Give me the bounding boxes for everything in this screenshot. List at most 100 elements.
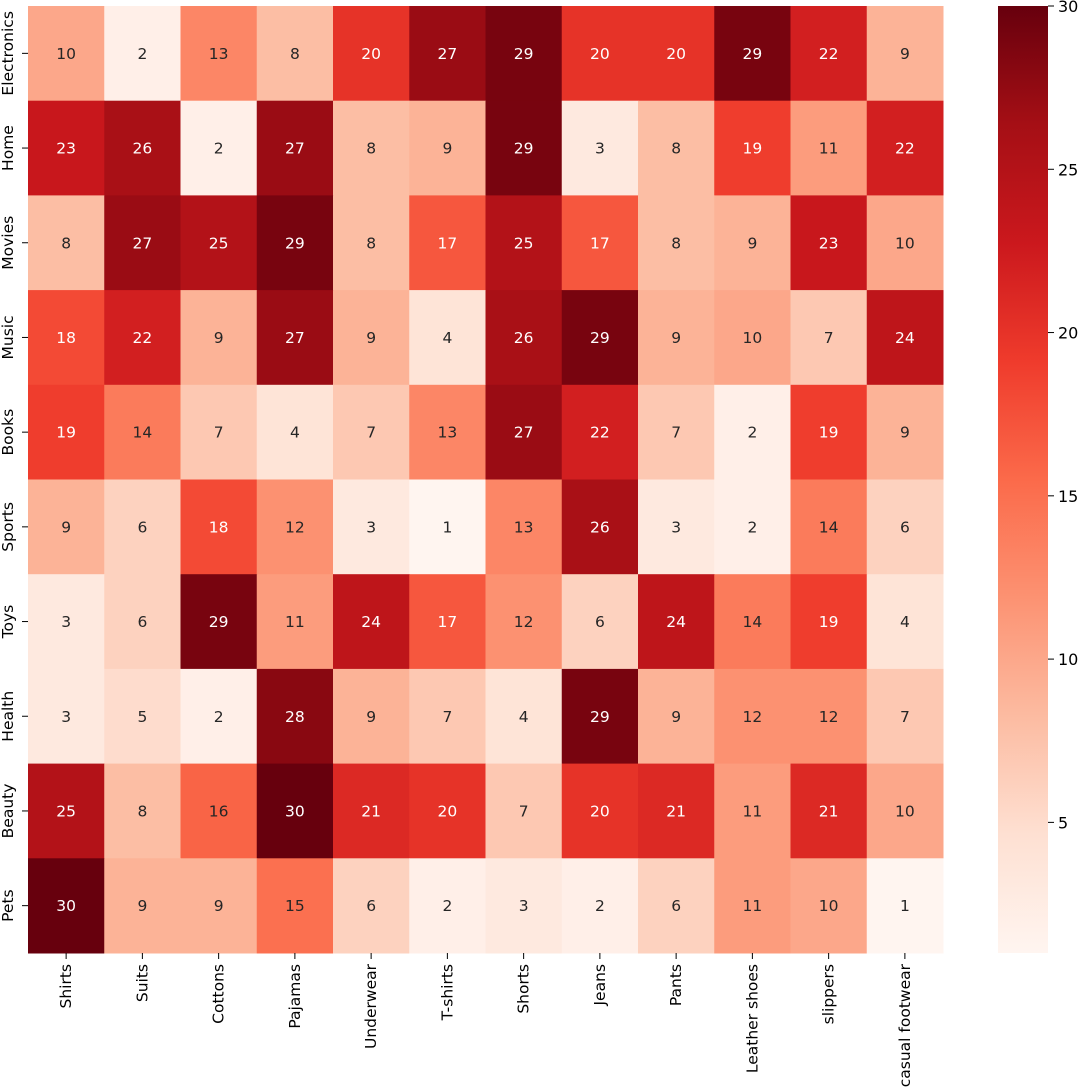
heatmap-cell — [561, 100, 639, 196]
heatmap-cell — [104, 6, 181, 102]
heatmap-cell — [104, 100, 181, 196]
cell-value-label: 17 — [438, 613, 458, 631]
cell-value-label: 8 — [61, 234, 71, 252]
y-tick-label: Books — [0, 409, 17, 456]
cell-value-label: 27 — [285, 329, 305, 347]
cell-value-label: 5 — [137, 708, 147, 726]
heatmap-cell — [333, 384, 410, 480]
heatmap-cell — [485, 858, 563, 954]
cell-value-label: 2 — [747, 424, 757, 442]
heatmap-cell — [790, 763, 868, 859]
heatmap-cell — [104, 479, 181, 575]
heatmap-cell — [28, 195, 105, 291]
heatmap-cell — [485, 763, 563, 859]
heatmap-cell — [333, 290, 410, 386]
x-tick-label: Shorts — [515, 964, 533, 1014]
cell-value-label: 3 — [671, 518, 681, 536]
cell-value-label: 25 — [209, 234, 229, 252]
heatmap-cell — [180, 574, 258, 670]
cell-value-label: 2 — [137, 45, 147, 63]
cell-value-label: 8 — [671, 140, 681, 158]
colorbar-ticks: 5 10 15 20 25 30 — [1048, 0, 1078, 832]
heatmap-cell — [561, 195, 639, 291]
heatmap-cell — [790, 195, 868, 291]
heatmap-cell — [790, 6, 868, 102]
heatmap-cell — [561, 668, 639, 765]
heatmap-cell — [333, 195, 410, 291]
heatmap-cell — [638, 100, 715, 196]
colorbar-tick-label: 10 — [1058, 650, 1078, 669]
cell-value-label: 27 — [438, 45, 458, 63]
cell-value-label: 27 — [514, 424, 534, 442]
cell-value-label: 8 — [290, 45, 300, 63]
colorbar-tick-label: 25 — [1058, 160, 1078, 179]
heatmap-cell — [790, 479, 868, 575]
cell-value-label: 12 — [743, 708, 763, 726]
heatmap-cell — [104, 574, 181, 670]
cell-value-label: 16 — [209, 802, 229, 820]
cell-value-label: 20 — [361, 45, 381, 63]
heatmap-cell — [28, 100, 105, 196]
heatmap-cell — [256, 668, 334, 765]
heatmap-cell — [333, 668, 410, 765]
y-axis: Electronics Home Movies Music Books Sports Toy… — [0, 11, 28, 922]
cell-value-label: 29 — [743, 45, 763, 63]
colorbar-tick-label: 20 — [1058, 324, 1078, 343]
heatmap-cell — [28, 858, 105, 954]
cell-value-label: 25 — [514, 234, 534, 252]
cell-value-label: 13 — [514, 518, 534, 536]
heatmap-cell — [256, 6, 334, 102]
x-axis: Shirts Suits Cottons Pajamas Underwear T-shir… — [57, 953, 914, 1087]
heatmap-cell — [714, 384, 791, 480]
heatmap-cell — [485, 384, 563, 480]
heatmap-cell — [333, 763, 410, 859]
x-tick-label: Leather shoes — [743, 964, 761, 1073]
cell-value-label: 21 — [819, 802, 839, 820]
cell-value-label: 3 — [519, 897, 529, 915]
y-tick-label: Pets — [0, 889, 17, 921]
y-tick-label: Sports — [0, 502, 17, 552]
heatmap-cell — [256, 574, 334, 670]
heatmap-cell — [409, 479, 486, 575]
cell-value-label: 9 — [442, 140, 452, 158]
heatmap-cell — [104, 195, 181, 291]
y-tick-label: Home — [0, 125, 17, 171]
cell-value-label: 3 — [61, 708, 71, 726]
heatmap-cell — [561, 858, 639, 954]
cell-value-label: 9 — [366, 708, 376, 726]
heatmap-cell — [866, 195, 944, 291]
heatmap-cell — [256, 290, 334, 386]
cell-value-label: 29 — [514, 45, 534, 63]
heatmap-cell — [256, 384, 334, 480]
heatmap-cell — [409, 763, 486, 859]
cell-value-label: 26 — [590, 518, 610, 536]
heatmap-cell — [409, 195, 486, 291]
y-tick-label: Movies — [0, 216, 17, 270]
x-tick-label: casual footwear — [896, 963, 914, 1087]
cell-value-label: 18 — [209, 518, 229, 536]
heatmap-cell — [790, 100, 868, 196]
cell-value-label: 7 — [214, 424, 224, 442]
heatmap-cell — [409, 668, 486, 765]
cell-value-label: 6 — [137, 518, 147, 536]
heatmap-cell — [333, 6, 410, 102]
heatmap-cell — [714, 479, 791, 575]
heatmap-cell — [638, 6, 715, 102]
heatmap-cell — [28, 479, 105, 575]
cell-value-label: 14 — [743, 613, 763, 631]
y-tick-label: Toys — [0, 605, 17, 640]
heatmap-cell — [714, 668, 791, 765]
heatmap-cell — [485, 6, 563, 102]
cell-value-label: 17 — [590, 234, 610, 252]
heatmap-cells — [28, 6, 944, 954]
cell-value-label: 10 — [743, 329, 763, 347]
cell-value-label: 22 — [133, 329, 153, 347]
cell-value-label: 10 — [56, 45, 76, 63]
heatmap-cell — [485, 479, 563, 575]
cell-value-label: 9 — [747, 234, 757, 252]
heatmap-cell — [28, 6, 105, 102]
y-tick-label: Beauty — [0, 784, 17, 839]
heatmap-cell — [561, 6, 639, 102]
cell-annotations: 10 2 13 8 20 27 29 20 20 29 22 923 26 2 27 8 9 29 3 8 19 11 22… — [56, 45, 914, 915]
cell-value-label: 10 — [895, 802, 915, 820]
